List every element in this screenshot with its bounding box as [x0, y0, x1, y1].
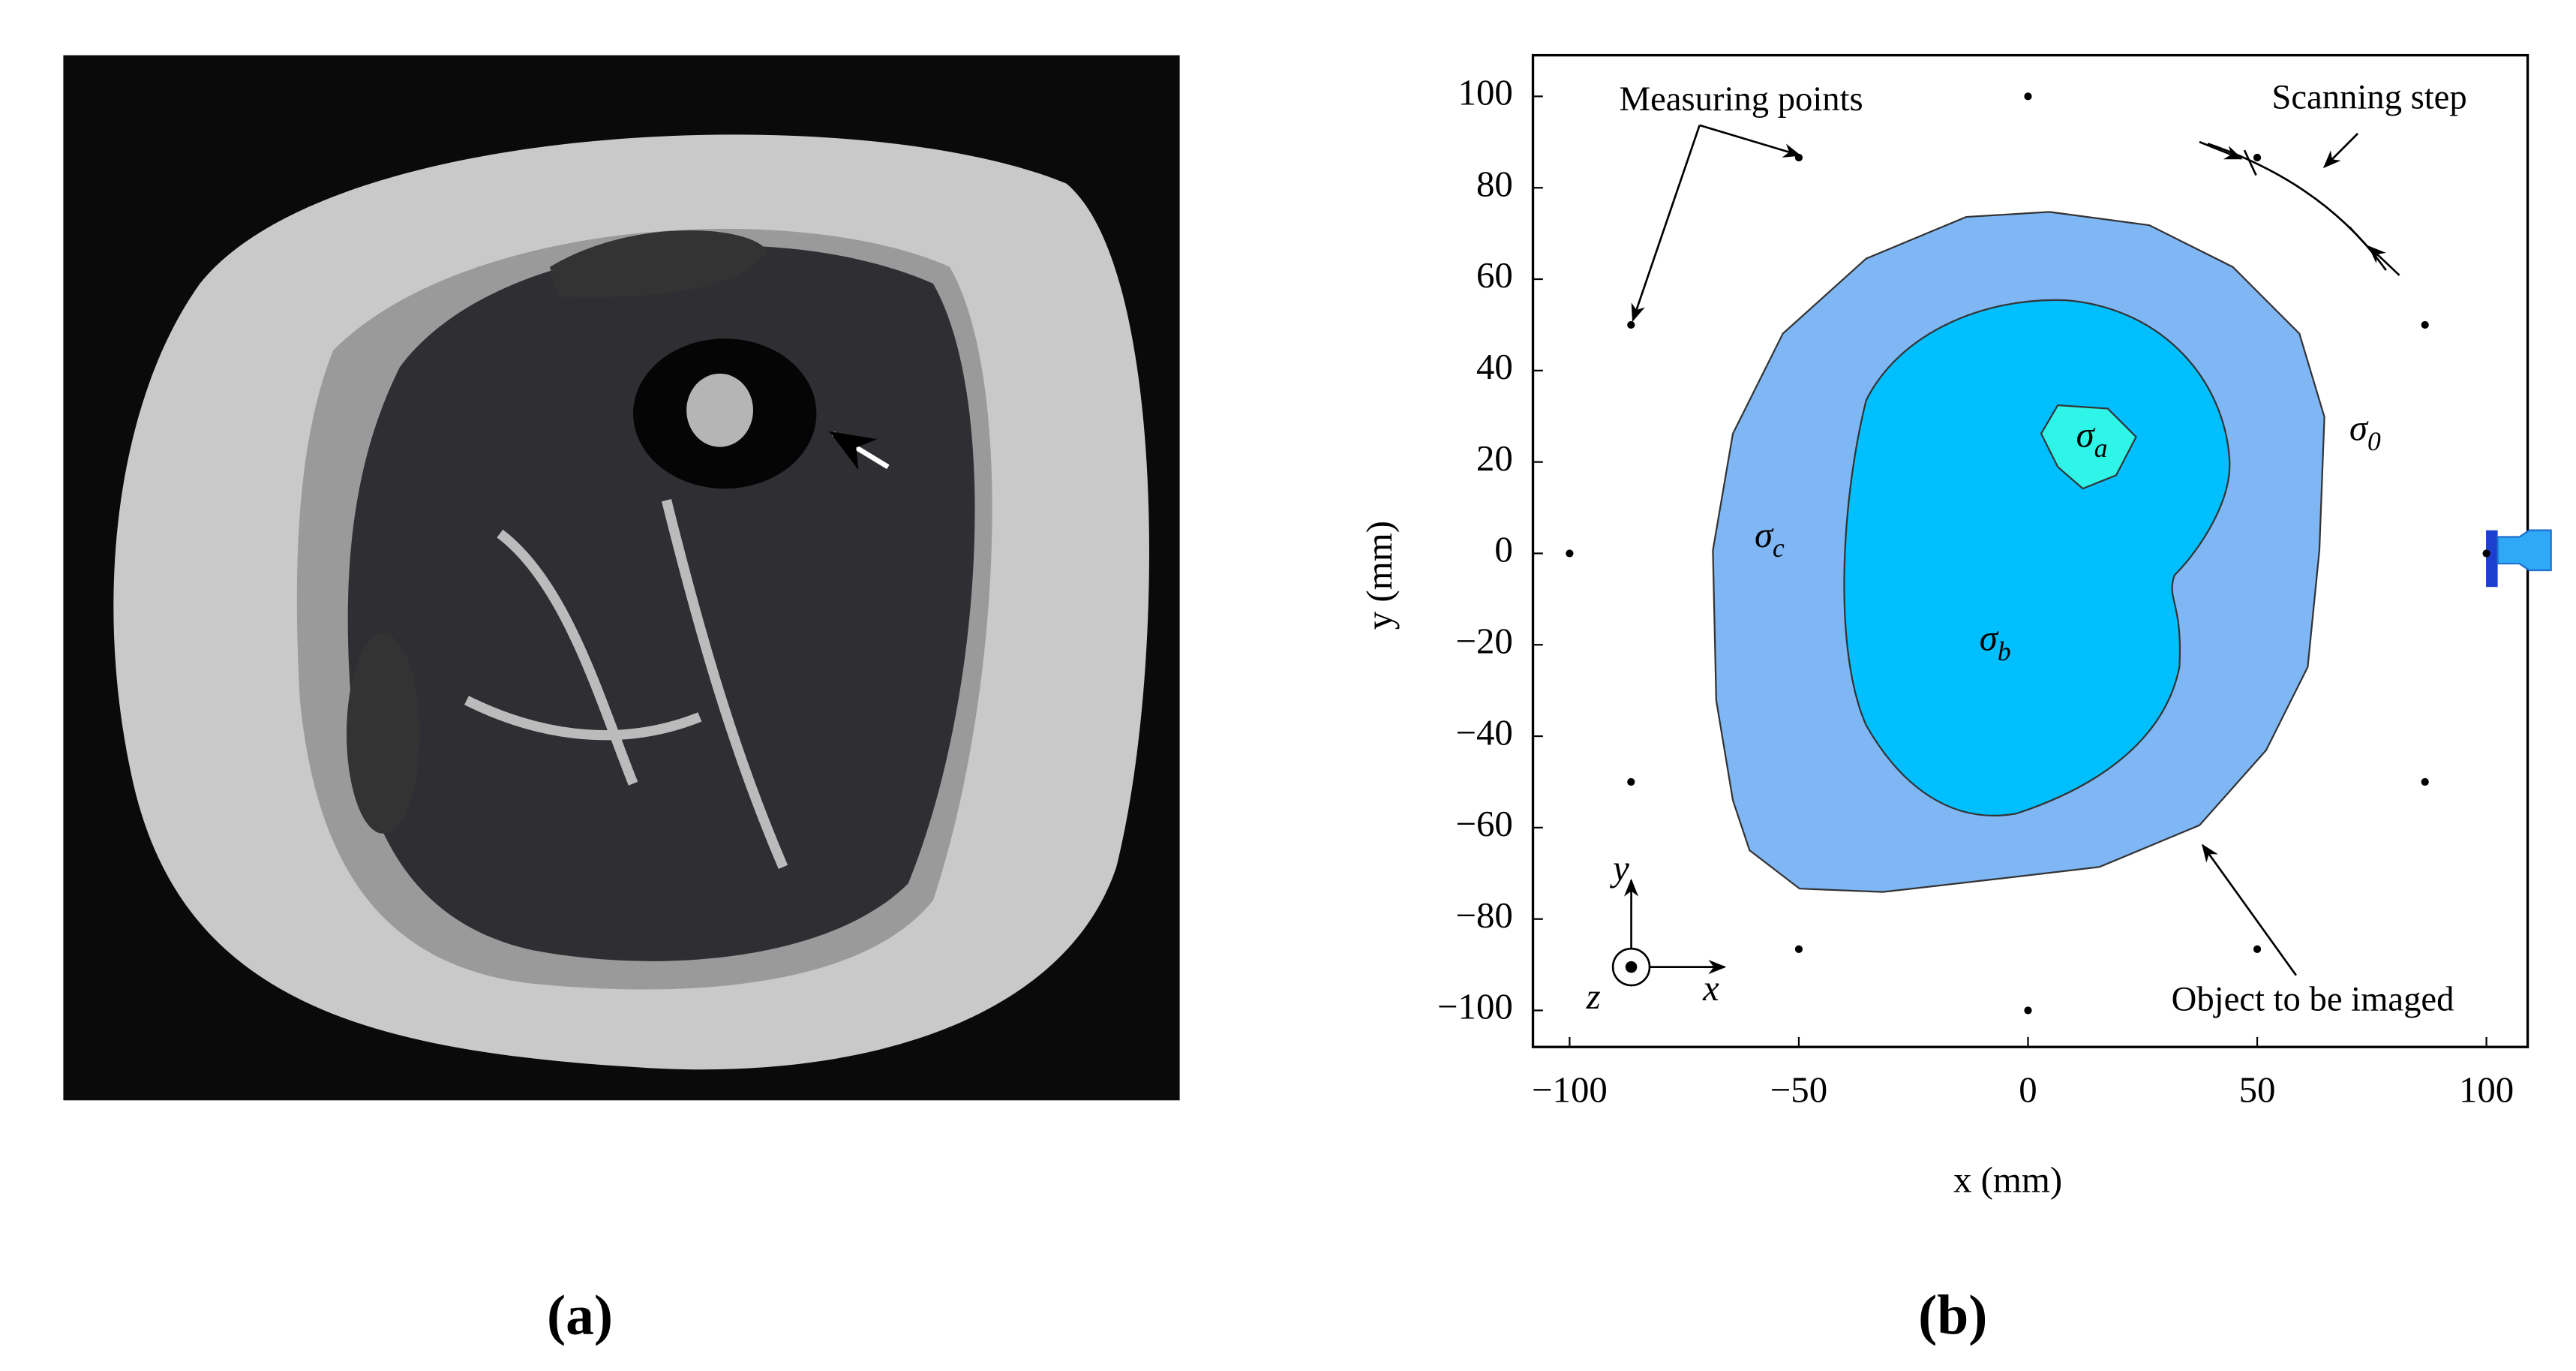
y-tick-label: −100: [1437, 986, 1513, 1027]
region-label: σ0: [2349, 407, 2381, 456]
y-tick-label: 100: [1458, 72, 1513, 113]
x-axis-label: x (mm): [1953, 1159, 2062, 1201]
x-tick-label: −100: [1532, 1069, 1608, 1111]
region-b: [1843, 299, 2231, 816]
region-subscript: 0: [2367, 426, 2381, 456]
measuring-point: [1566, 549, 1574, 558]
axis-indicator-label: y: [1609, 847, 1629, 888]
mri-image: [63, 55, 1180, 1101]
region-a: [2040, 404, 2137, 490]
measuring-point: [2421, 320, 2429, 329]
y-tick-label: −40: [1455, 711, 1512, 753]
object: [1712, 211, 2325, 893]
axis-dot: [1625, 961, 1638, 973]
x-tick-label: 50: [2239, 1069, 2276, 1111]
x-tick-label: 0: [2019, 1069, 2037, 1111]
region-subscript: c: [1773, 533, 1785, 563]
measuring-point: [1794, 945, 1803, 953]
panel-label: (a): [547, 1284, 613, 1346]
annotation: Object to be imaged: [2172, 979, 2454, 1018]
region-label: σb: [1980, 618, 2011, 666]
measuring-point: [2421, 777, 2429, 786]
measuring-point: [2253, 153, 2262, 162]
measuring-point: [2024, 1006, 2032, 1015]
y-tick-label: −20: [1455, 620, 1512, 661]
axis-indicator-label: z: [1586, 976, 1601, 1017]
x-tick-label: 100: [2459, 1069, 2514, 1111]
region-symbol: σ: [2076, 414, 2096, 455]
y-tick-label: 20: [1476, 437, 1513, 479]
y-tick-label: 40: [1476, 346, 1513, 387]
region-label: σc: [1755, 514, 1785, 563]
measuring-point: [2253, 945, 2262, 953]
region-label: σa: [2076, 414, 2108, 463]
panel-label: (b): [1918, 1284, 1987, 1346]
y-tick-label: 60: [1476, 254, 1513, 296]
measuring-point: [1794, 153, 1803, 162]
y-tick-label: −60: [1455, 803, 1512, 844]
y-tick-label: 0: [1494, 529, 1512, 570]
y-tick-label: 80: [1476, 163, 1513, 204]
measuring-point: [2482, 549, 2490, 558]
region-subscript: a: [2094, 433, 2108, 463]
region-symbol: σ: [2349, 407, 2369, 449]
region-symbol: σ: [1755, 514, 1774, 555]
annotation: Measuring points: [1620, 80, 1863, 119]
antenna: [2486, 529, 2552, 588]
measuring-point: [1627, 777, 1635, 786]
region-symbol: σ: [1980, 618, 1999, 659]
x-tick-label: −50: [1770, 1069, 1827, 1111]
axis-indicator-label: x: [1702, 967, 1719, 1009]
region-subscript: b: [1998, 636, 2011, 666]
annotation-arrows: [1611, 124, 2400, 987]
annotation: Scanning step: [2271, 78, 2466, 117]
y-axis-label: y (mm): [1359, 521, 1400, 630]
measuring-point: [1627, 320, 1635, 329]
y-tick-label: −80: [1455, 894, 1512, 936]
measuring-point: [2024, 92, 2032, 101]
